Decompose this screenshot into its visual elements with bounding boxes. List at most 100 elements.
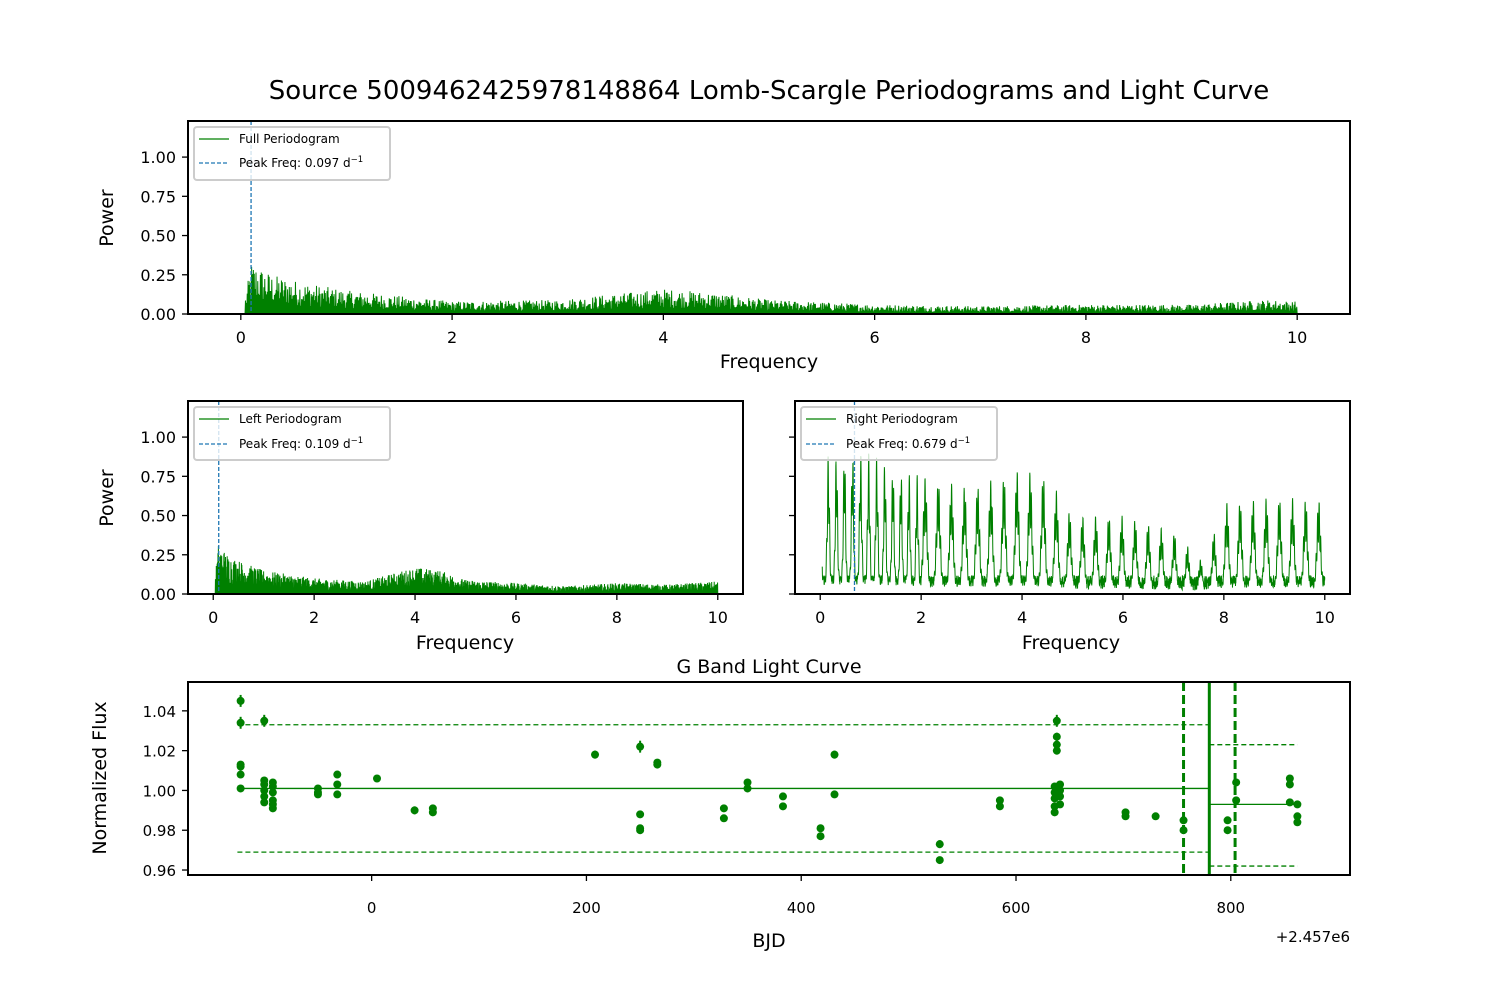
data-point bbox=[1232, 796, 1241, 805]
data-point bbox=[313, 790, 322, 799]
y-tick-label: 0.98 bbox=[143, 822, 176, 840]
data-point bbox=[333, 790, 342, 799]
x-tick-label: 2 bbox=[309, 608, 319, 627]
data-point bbox=[236, 696, 245, 705]
left-periodogram-ylabel: Power bbox=[96, 469, 118, 527]
y-tick-label: 0.50 bbox=[140, 227, 176, 246]
full-periodogram-xlabel: Frequency bbox=[720, 351, 818, 373]
right-periodogram-xlabel: Frequency bbox=[1022, 632, 1120, 654]
data-point bbox=[743, 778, 752, 787]
data-point bbox=[428, 808, 437, 817]
left-peak-label: Peak Freq: 0.109 d bbox=[239, 437, 351, 451]
data-point bbox=[1151, 812, 1160, 821]
data-point bbox=[935, 840, 944, 849]
left-periodogram-ticks: 0 2 4 6 8 10 0.00 0.25 0.50 0.75 1.00 bbox=[140, 428, 728, 627]
data-point bbox=[1179, 816, 1188, 825]
data-point bbox=[816, 832, 825, 841]
data-point bbox=[1223, 826, 1232, 835]
data-point bbox=[591, 750, 600, 759]
x-tick-label: 6 bbox=[511, 608, 521, 627]
y-tick-label: 0.00 bbox=[140, 305, 176, 324]
data-point bbox=[1050, 808, 1059, 817]
data-point bbox=[260, 780, 269, 789]
light-curve-title: G Band Light Curve bbox=[676, 656, 861, 678]
data-point bbox=[1285, 780, 1294, 789]
light-curve-xlabel: BJD bbox=[752, 930, 785, 952]
data-point bbox=[1293, 812, 1302, 821]
figure-title: Source 5009462425978148864 Lomb-Scargle … bbox=[269, 76, 1270, 106]
data-point bbox=[268, 788, 277, 797]
y-tick-label: 0.00 bbox=[140, 585, 176, 604]
data-point bbox=[636, 742, 645, 751]
left-periodogram-series-line bbox=[214, 545, 719, 595]
x-tick-label: 4 bbox=[1017, 608, 1027, 627]
data-point bbox=[268, 782, 277, 791]
left-periodogram-legend-series: Left Periodogram bbox=[239, 412, 342, 426]
data-point bbox=[260, 716, 269, 725]
data-point bbox=[636, 810, 645, 819]
y-tick-label: 0.50 bbox=[140, 507, 176, 526]
light-curve-plot bbox=[236, 682, 1302, 875]
data-point bbox=[636, 826, 645, 835]
data-point bbox=[1052, 746, 1061, 755]
y-tick-label: 0.96 bbox=[143, 862, 176, 880]
data-point bbox=[653, 760, 662, 769]
data-point bbox=[236, 718, 245, 727]
y-tick-label: 0.75 bbox=[140, 467, 176, 486]
right-periodogram-legend: Right Periodogram Peak Freq: 0.679 d−1 bbox=[800, 406, 998, 461]
data-point bbox=[260, 798, 269, 807]
data-point bbox=[830, 790, 839, 799]
data-point bbox=[236, 770, 245, 779]
data-point bbox=[995, 796, 1004, 805]
left-periodogram-legend-peak: Peak Freq: 0.109 d−1 bbox=[239, 436, 363, 451]
y-tick-label: 0.75 bbox=[140, 187, 176, 206]
x-tick-label: 6 bbox=[870, 328, 880, 347]
full-peak-label: Peak Freq: 0.097 d bbox=[239, 156, 351, 170]
light-curve-ticks: 0 200 400 600 800 0.96 0.98 1.00 1.02 1.04 bbox=[143, 703, 1246, 917]
full-periodogram-legend: Full Periodogram Peak Freq: 0.097 d−1 bbox=[193, 126, 391, 181]
data-point bbox=[1052, 740, 1061, 749]
light-curve-frame bbox=[187, 681, 1351, 876]
full-periodogram-legend-series: Full Periodogram bbox=[239, 132, 340, 146]
x-tick-label: 2 bbox=[447, 328, 457, 347]
x-tick-label: 2 bbox=[916, 608, 926, 627]
data-point bbox=[719, 804, 728, 813]
data-point bbox=[333, 780, 342, 789]
y-tick-label: 1.02 bbox=[143, 743, 176, 761]
left-periodogram-frame bbox=[187, 400, 744, 595]
full-periodogram-ylabel: Power bbox=[96, 189, 118, 247]
x-tick-label: 8 bbox=[1219, 608, 1229, 627]
right-periodogram-legend-peak: Peak Freq: 0.679 d−1 bbox=[846, 436, 970, 451]
right-periodogram-ticks: 0 2 4 6 8 10 bbox=[789, 436, 1335, 627]
data-point bbox=[1223, 816, 1232, 825]
x-tick-label: 0 bbox=[236, 328, 246, 347]
full-periodogram-series-line bbox=[244, 266, 1298, 315]
x-tick-label: 6 bbox=[1118, 608, 1128, 627]
data-point bbox=[1052, 716, 1061, 725]
x-tick-label: 10 bbox=[1287, 328, 1307, 347]
x-tick-label: 0 bbox=[367, 899, 377, 917]
data-point bbox=[1056, 786, 1065, 795]
data-point bbox=[830, 750, 839, 759]
right-peak-unit-sup: −1 bbox=[958, 436, 971, 446]
data-point bbox=[1285, 774, 1294, 783]
data-point bbox=[1285, 798, 1294, 807]
data-point bbox=[816, 824, 825, 833]
y-tick-label: 1.00 bbox=[143, 782, 176, 800]
x-tick-label: 8 bbox=[612, 608, 622, 627]
light-curve-offset-text: +2.457e6 bbox=[1276, 928, 1350, 946]
y-tick-label: 0.25 bbox=[140, 266, 176, 285]
data-point bbox=[1232, 778, 1241, 787]
data-point bbox=[333, 770, 342, 779]
data-point bbox=[1293, 800, 1302, 809]
left-periodogram-xlabel: Frequency bbox=[416, 632, 514, 654]
x-tick-label: 200 bbox=[572, 899, 601, 917]
x-tick-label: 600 bbox=[1002, 899, 1031, 917]
right-peak-label: Peak Freq: 0.679 d bbox=[846, 437, 958, 451]
data-point bbox=[995, 802, 1004, 811]
data-point bbox=[935, 856, 944, 865]
data-point bbox=[268, 804, 277, 813]
x-tick-label: 10 bbox=[1315, 608, 1335, 627]
y-tick-label: 1.00 bbox=[140, 148, 176, 167]
light-curve-ylabel: Normalized Flux bbox=[89, 701, 111, 854]
